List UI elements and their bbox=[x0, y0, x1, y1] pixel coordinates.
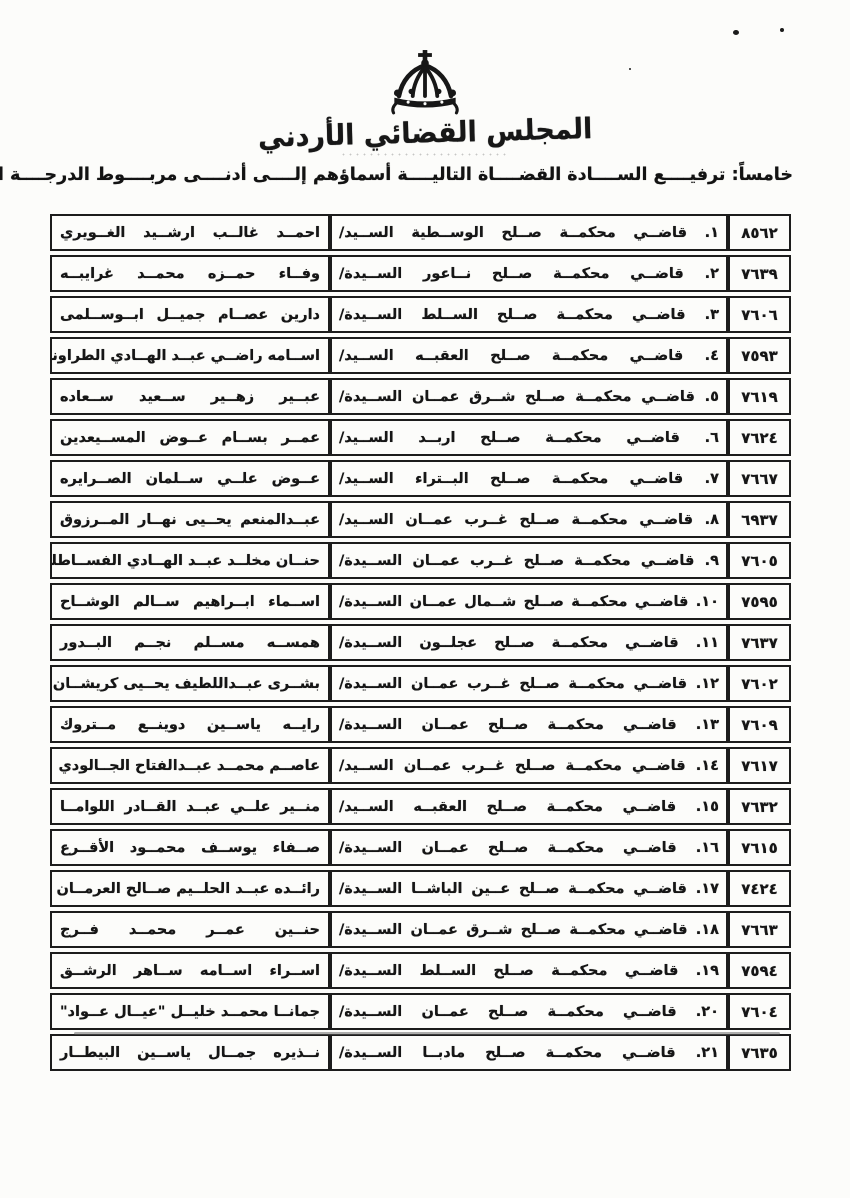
judge-name: بشــرى عبــداللطيف يحــيى كريشــان bbox=[50, 665, 330, 702]
scan-shadow-line bbox=[74, 1032, 780, 1035]
employee-number: ٨٥٦٢ bbox=[728, 214, 791, 251]
judge-name: عــوض علــي ســلمان الصــرايره bbox=[50, 460, 330, 497]
table-row: ٧٦١٥ ١٦. قاضــي محكمــة صــلح عمــان الس… bbox=[50, 829, 791, 866]
table-row: ٧٦٠٤ ٢٠. قاضــي محكمــة صــلح عمــان الس… bbox=[50, 993, 791, 1030]
judge-position: ١٥. قاضــي محكمــة صــلح العقبــه الســي… bbox=[330, 788, 728, 825]
table-row: ٧٦٣٢ ١٥. قاضــي محكمــة صــلح العقبــه ا… bbox=[50, 788, 791, 825]
judge-position: ٣. قاضــي محكمــة صــلح الســلط الســيدة… bbox=[330, 296, 728, 333]
judge-name: اســراء اســامه ســاهر الرشــق bbox=[50, 952, 330, 989]
judge-name: منــير علــي عبــد القــادر اللوامــا bbox=[50, 788, 330, 825]
judge-name: رايــه ياســين دوينــع مــتروك bbox=[50, 706, 330, 743]
judge-name: حنــان مخلــد عبــد الهــادي الفســاطله bbox=[50, 542, 330, 579]
table-row: ٧٦٦٧ ٧. قاضــي محكمــة صــلح البــتراء ا… bbox=[50, 460, 791, 497]
judge-position: ١. قاضــي محكمــة صــلح الوســطية الســي… bbox=[330, 214, 728, 251]
employee-number: ٧٥٩٣ bbox=[728, 337, 791, 374]
employee-number: ٧٦٠٤ bbox=[728, 993, 791, 1030]
judge-name: جمانــا محمــد خليــل "عيــال عــواد" bbox=[50, 993, 330, 1030]
table-row: ٧٥٩٤ ١٩. قاضــي محكمــة صــلح الســلط ال… bbox=[50, 952, 791, 989]
employee-number: ٧٥٩٤ bbox=[728, 952, 791, 989]
employee-number: ٧٦٣٧ bbox=[728, 624, 791, 661]
judge-position: ١٨. قاضــي محكمــة صــلح شــرق عمــان ال… bbox=[330, 911, 728, 948]
employee-number: ٧٦٠٩ bbox=[728, 706, 791, 743]
employee-number: ٧٦١٥ bbox=[728, 829, 791, 866]
judge-name: عمــر بســام عــوض المســيعدين bbox=[50, 419, 330, 456]
employee-number: ٧٦٦٧ bbox=[728, 460, 791, 497]
judge-name: دارين عصــام جميــل ابــوســلمى bbox=[50, 296, 330, 333]
employee-number: ٧٦٦٣ bbox=[728, 911, 791, 948]
judge-name: اســماء ابــراهيم ســالم الوشــاح bbox=[50, 583, 330, 620]
scan-speck bbox=[733, 30, 739, 35]
table-row: ٧٤٢٤ ١٧. قاضــي محكمــة صــلح عــين البا… bbox=[50, 870, 791, 907]
judges-table: ٨٥٦٢ ١. قاضــي محكمــة صــلح الوســطية ا… bbox=[50, 210, 791, 1075]
judge-position: ٧. قاضــي محكمــة صــلح البــتراء الســي… bbox=[330, 460, 728, 497]
judge-name: حنــين عمــر محمــد فــرج bbox=[50, 911, 330, 948]
table-row: ٧٦٦٣ ١٨. قاضــي محكمــة صــلح شــرق عمــ… bbox=[50, 911, 791, 948]
scan-speck bbox=[629, 68, 631, 70]
table-row: ٧٥٩٣ ٤. قاضــي محكمــة صــلح العقبــه ال… bbox=[50, 337, 791, 374]
judge-position: ٢٠. قاضــي محكمــة صــلح عمــان الســيدة… bbox=[330, 993, 728, 1030]
judge-position: ١٦. قاضــي محكمــة صــلح عمــان الســيدة… bbox=[330, 829, 728, 866]
judge-position: ٢. قاضــي محكمــة صــلح نــاعور الســيدة… bbox=[330, 255, 728, 292]
employee-number: ٧٦٣٩ bbox=[728, 255, 791, 292]
judge-position: ٥. قاضــي محكمــة صــلح شــرق عمــان الس… bbox=[330, 378, 728, 415]
judge-name: صــفاء يوســف محمــود الأقــرع bbox=[50, 829, 330, 866]
judge-position: ٨. قاضــي محكمــة صــلح غــرب عمــان الس… bbox=[330, 501, 728, 538]
judge-position: ٦. قاضــي محكمــة صــلح اربــد الســيد/ bbox=[330, 419, 728, 456]
section-title: ترفيــــع الســــادة القضــــاة التاليــ… bbox=[0, 165, 726, 185]
judge-position: ١٧. قاضــي محكمــة صــلح عــين الباشــا … bbox=[330, 870, 728, 907]
judge-position: ٤. قاضــي محكمــة صــلح العقبــه الســيد… bbox=[330, 337, 728, 374]
table-row: ٧٦٠٥ ٩. قاضــي محكمــة صــلح غــرب عمــا… bbox=[50, 542, 791, 579]
employee-number: ٧٦٠٢ bbox=[728, 665, 791, 702]
scan-noise-dots bbox=[340, 152, 510, 157]
judge-position: ١٢. قاضــي محكمــة صــلح غــرب عمــان ال… bbox=[330, 665, 728, 702]
judge-name: اســامه راضــي عبــد الهــادي الطراونــه bbox=[50, 337, 330, 374]
section-heading: خامساً:​ ترفيــــع الســــادة القضــــاة… bbox=[0, 165, 793, 185]
table-row: ٧٦١٩ ٥. قاضــي محكمــة صــلح شــرق عمــا… bbox=[50, 378, 791, 415]
table-row: ٧٦٠٩ ١٣. قاضــي محكمــة صــلح عمــان الس… bbox=[50, 706, 791, 743]
judge-position: ١٣. قاضــي محكمــة صــلح عمــان الســيدة… bbox=[330, 706, 728, 743]
employee-number: ٧٤٢٤ bbox=[728, 870, 791, 907]
table-row: ٦٩٣٧ ٨. قاضــي محكمــة صــلح غــرب عمــا… bbox=[50, 501, 791, 538]
table-row: ٧٦٣٥ ٢١. قاضــي محكمــة صــلح مادبــا ال… bbox=[50, 1034, 791, 1071]
section-label: خامساً: bbox=[731, 165, 793, 185]
scan-speck bbox=[780, 28, 784, 32]
judge-name: احمــد غالــب ارشــيد الغــويري bbox=[50, 214, 330, 251]
council-logo: المجلس القضائي الأردني bbox=[0, 50, 850, 157]
judge-position: ١٤. قاضــي محكمــة صــلح غــرب عمــان ال… bbox=[330, 747, 728, 784]
jordan-crown-emblem-icon bbox=[391, 50, 459, 115]
employee-number: ٧٦٠٦ bbox=[728, 296, 791, 333]
judge-position: ١٩. قاضــي محكمــة صــلح الســلط الســيد… bbox=[330, 952, 728, 989]
judge-position: ٩. قاضــي محكمــة صــلح غــرب عمــان الس… bbox=[330, 542, 728, 579]
judge-position: ١١. قاضــي محكمــة صــلح عجلــون الســيد… bbox=[330, 624, 728, 661]
employee-number: ٧٦٣٥ bbox=[728, 1034, 791, 1071]
employee-number: ٧٦٢٤ bbox=[728, 419, 791, 456]
judge-name: رائــده عبــد الحلــيم صــالح العرمــان bbox=[50, 870, 330, 907]
judge-name: نــذيره جمــال ياســين البيطــار bbox=[50, 1034, 330, 1071]
employee-number: ٧٦٠٥ bbox=[728, 542, 791, 579]
table-row: ٧٦١٧ ١٤. قاضــي محكمــة صــلح غــرب عمــ… bbox=[50, 747, 791, 784]
table-row: ٧٦٣٧ ١١. قاضــي محكمــة صــلح عجلــون ال… bbox=[50, 624, 791, 661]
table-row: ٧٥٩٥ ١٠. قاضــي محكمــة صــلح شــمال عمـ… bbox=[50, 583, 791, 620]
judge-name: عاصــم محمــد عبــدالفتاح الجــالودي bbox=[50, 747, 330, 784]
table-row: ٧٦٣٩ ٢. قاضــي محكمــة صــلح نــاعور الس… bbox=[50, 255, 791, 292]
judge-name: عبــير زهــير ســعيد ســعاده bbox=[50, 378, 330, 415]
employee-number: ٧٦٣٢ bbox=[728, 788, 791, 825]
judges-table-body: ٨٥٦٢ ١. قاضــي محكمــة صــلح الوســطية ا… bbox=[50, 214, 791, 1071]
table-row: ٨٥٦٢ ١. قاضــي محكمــة صــلح الوســطية ا… bbox=[50, 214, 791, 251]
judge-name: عبــدالمنعم يحــيى نهــار المــرزوق bbox=[50, 501, 330, 538]
employee-number: ٧٥٩٥ bbox=[728, 583, 791, 620]
table-row: ٧٦٠٢ ١٢. قاضــي محكمــة صــلح غــرب عمــ… bbox=[50, 665, 791, 702]
judge-name: وفــاء حمــزه محمــد غرايبــه bbox=[50, 255, 330, 292]
employee-number: ٧٦١٩ bbox=[728, 378, 791, 415]
judge-position: ٢١. قاضــي محكمــة صــلح مادبــا الســيد… bbox=[330, 1034, 728, 1071]
table-row: ٧٦٢٤ ٦. قاضــي محكمــة صــلح اربــد السـ… bbox=[50, 419, 791, 456]
judge-name: همســه مســلم نجــم البــدور bbox=[50, 624, 330, 661]
judge-position: ١٠. قاضــي محكمــة صــلح شــمال عمــان ا… bbox=[330, 583, 728, 620]
employee-number: ٧٦١٧ bbox=[728, 747, 791, 784]
table-row: ٧٦٠٦ ٣. قاضــي محكمــة صــلح الســلط الس… bbox=[50, 296, 791, 333]
employee-number: ٦٩٣٧ bbox=[728, 501, 791, 538]
council-logo-text: المجلس القضائي الأردني bbox=[257, 112, 593, 155]
